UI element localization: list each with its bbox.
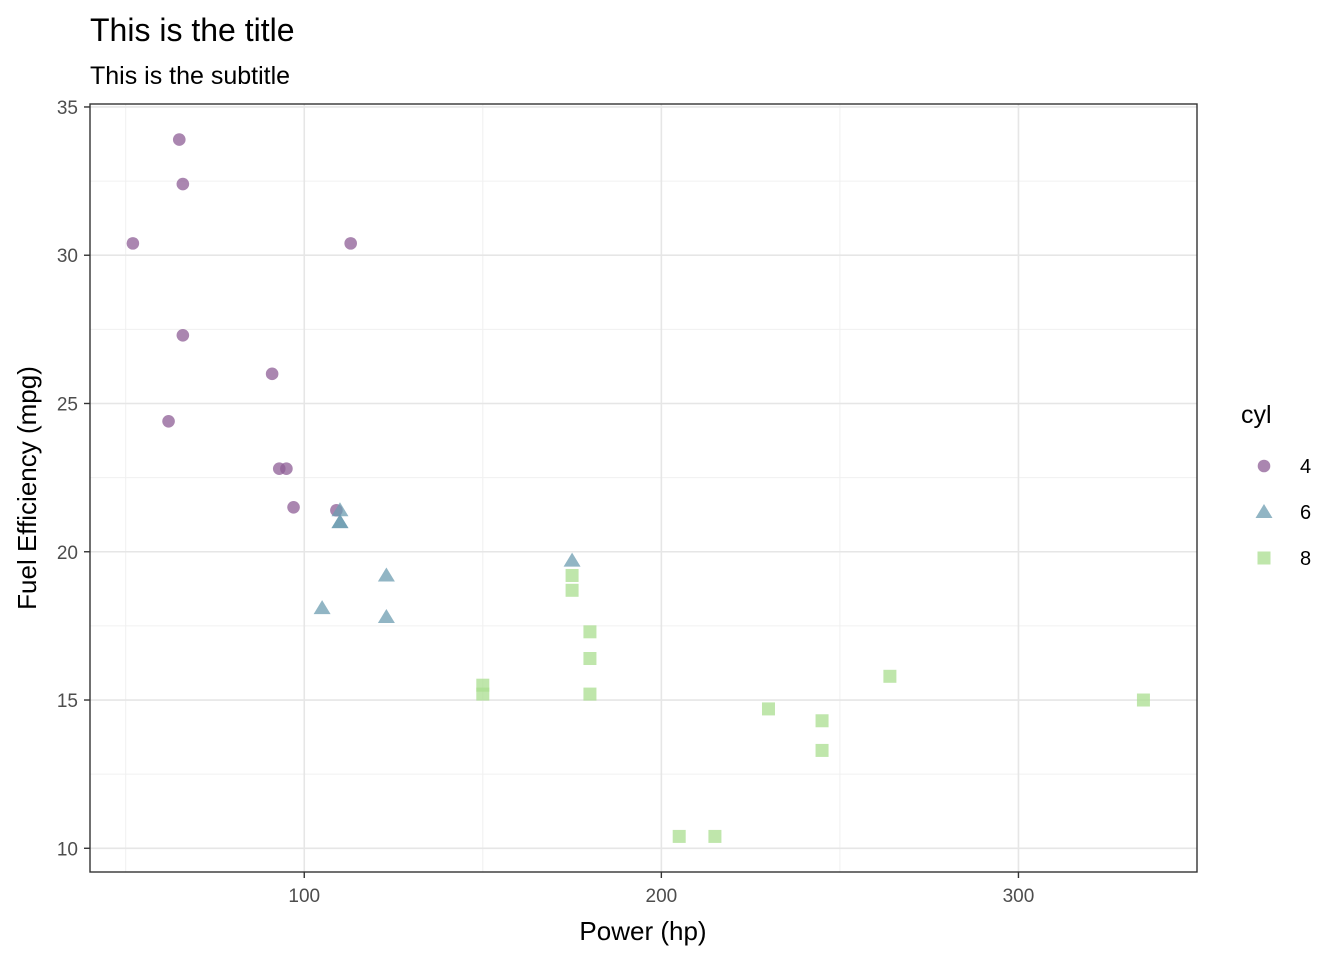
data-point-cyl-8 — [476, 687, 490, 701]
legend-key-6 — [1255, 504, 1273, 518]
legend-label-6: 6 — [1300, 502, 1311, 524]
data-point-cyl-8 — [565, 583, 579, 597]
data-point-cyl-6 — [563, 552, 581, 567]
data-point-cyl-4 — [176, 328, 190, 342]
y-tick-label: 20 — [57, 543, 78, 564]
data-point-cyl-8 — [583, 625, 597, 639]
data-point-cyl-8 — [583, 687, 597, 701]
data-point-cyl-8 — [708, 829, 722, 843]
data-point-cyl-4 — [287, 500, 300, 514]
data-point-cyl-6 — [377, 608, 395, 623]
y-tick-label: 15 — [57, 691, 78, 712]
y-tick-label: 25 — [57, 394, 78, 415]
data-point-cyl-6 — [313, 600, 331, 615]
legend-key-8 — [1257, 551, 1271, 565]
data-point-cyl-4 — [344, 237, 357, 250]
data-point-cyl-6 — [331, 502, 349, 517]
data-point-cyl-4 — [176, 177, 190, 191]
data-point-cyl-8 — [583, 652, 597, 666]
legend: cyl 4 6 8 — [1241, 401, 1311, 570]
legend-label-4: 4 — [1300, 456, 1311, 478]
major-gridlines — [90, 104, 1197, 872]
data-point-cyl-4 — [265, 367, 279, 381]
x-tick-label: 300 — [1003, 886, 1035, 907]
x-axis: 100 200 300 — [288, 872, 1034, 907]
x-axis-title: Power (hp) — [579, 916, 706, 946]
legend-title: cyl — [1241, 401, 1272, 429]
minor-gridlines — [90, 104, 1197, 872]
x-tick-label: 200 — [646, 886, 678, 907]
data-point-cyl-6 — [377, 567, 395, 582]
chart-title: This is the title — [90, 12, 295, 48]
data-point-cyl-8 — [761, 702, 775, 716]
data-point-cyl-8 — [1136, 693, 1150, 707]
data-point-cyl-8 — [672, 829, 686, 843]
data-point-cyl-8 — [815, 743, 829, 757]
data-point-cyl-4 — [280, 462, 293, 476]
y-axis-title: Fuel Efficiency (mpg) — [12, 366, 42, 610]
data-point-cyl-6 — [331, 514, 349, 529]
data-point-cyl-8 — [565, 568, 579, 582]
y-tick-label: 30 — [57, 246, 78, 267]
data-point-cyl-4 — [162, 414, 175, 428]
data-point-cyl-4 — [126, 237, 140, 250]
data-points — [126, 133, 1150, 843]
x-tick-label: 100 — [288, 886, 320, 907]
y-tick-label: 10 — [57, 839, 78, 860]
y-tick-label: 35 — [57, 98, 78, 119]
chart-subtitle: This is the subtitle — [90, 62, 290, 90]
data-point-cyl-8 — [883, 669, 897, 683]
data-point-cyl-8 — [815, 714, 829, 728]
data-point-cyl-4 — [172, 133, 186, 146]
y-axis: 10 15 20 25 30 35 — [57, 98, 90, 860]
plot-panel-border — [89, 103, 1198, 873]
legend-label-8: 8 — [1300, 548, 1311, 570]
legend-key-4 — [1257, 459, 1271, 473]
